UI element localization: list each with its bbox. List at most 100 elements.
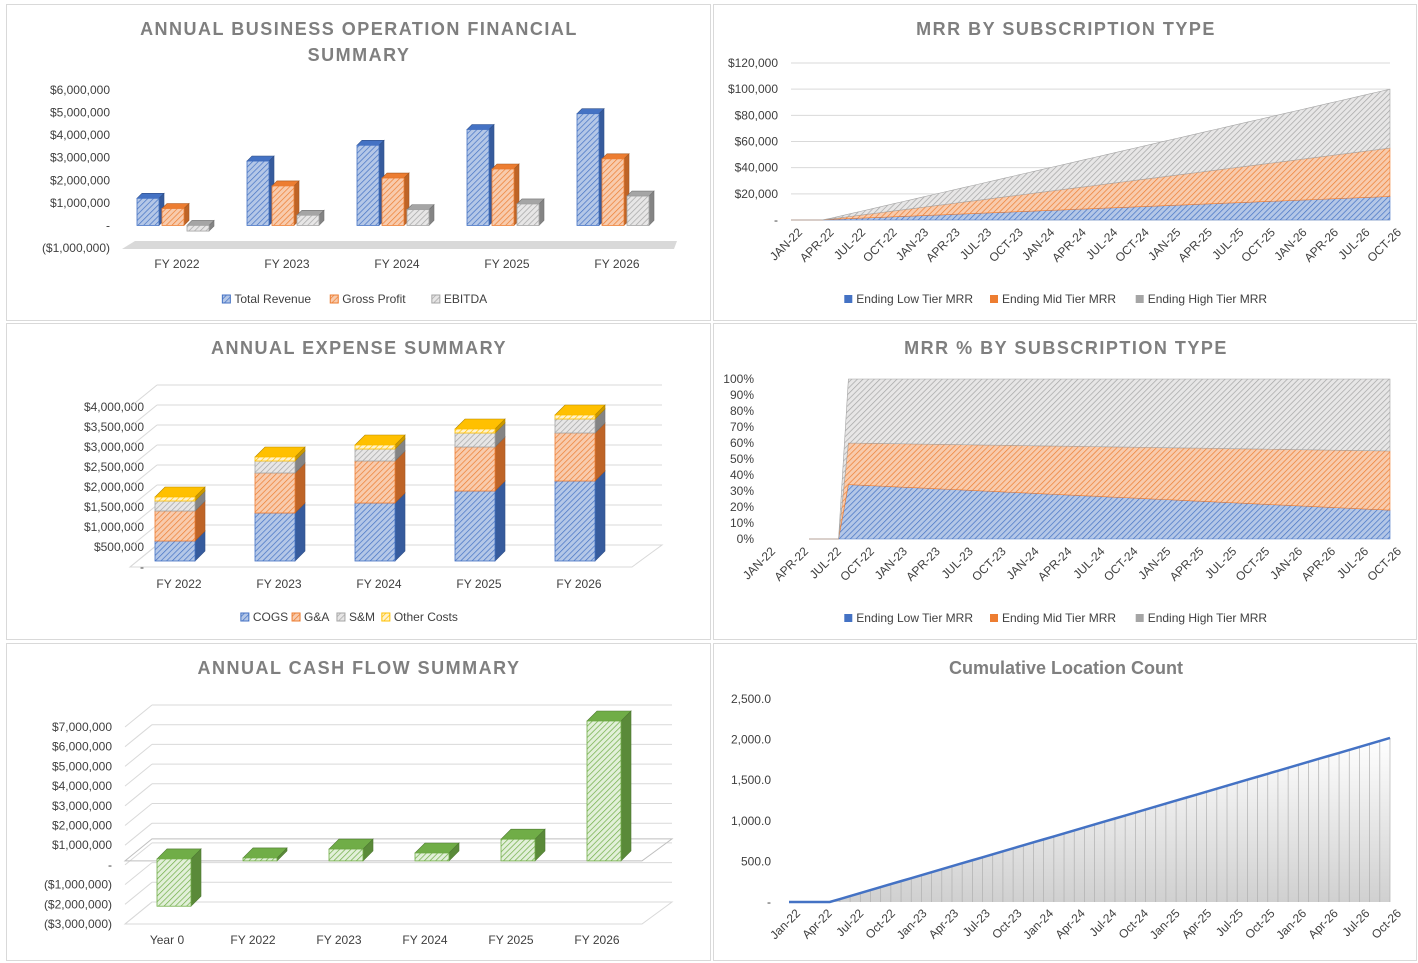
legend-label: Ending High Tier MRR	[1148, 292, 1268, 306]
x-tick-label: OCT-24	[1101, 544, 1141, 584]
y-tick-label: $500,000	[94, 540, 144, 554]
y-tick-label: 80%	[730, 404, 754, 418]
chart-title: ANNUAL BUSINESS OPERATION FINANCIAL	[140, 19, 578, 39]
x-tick-label: Jul-25	[1213, 906, 1246, 939]
bar-front	[154, 500, 196, 512]
bar-gross-profit	[491, 163, 520, 227]
y-tick-label: 60%	[730, 436, 754, 450]
x-tick-label: OCT-23	[986, 225, 1026, 265]
x-tick-label: Jan-25	[1147, 906, 1183, 942]
x-tick-label: FY 2025	[456, 577, 501, 591]
bar-front	[454, 490, 496, 562]
financial-summary-chart: ANNUAL BUSINESS OPERATION FINANCIAL SUMMA…	[42, 19, 677, 306]
grid-line-side	[124, 822, 153, 846]
x-tick-label: APR-25	[1175, 225, 1215, 265]
x-tick-label: APR-25	[1167, 544, 1207, 584]
location-count-panel: Cumulative Location Count 2,500.0 2,000.0 1…	[713, 643, 1417, 961]
legend-item: Ending High Tier MRR	[1135, 292, 1268, 306]
y-tick-label: $100,000	[728, 82, 778, 96]
bar-cogs	[554, 470, 606, 562]
legend-label: S&M	[349, 610, 375, 624]
bar-other-costs	[454, 418, 506, 434]
bar-top	[381, 172, 410, 179]
legend-label: Ending Mid Tier MRR	[1002, 611, 1116, 625]
y-tick-label: $5,000,000	[50, 106, 110, 120]
x-tick-label: Jan-23	[894, 906, 930, 942]
cashflow-summary-panel: ANNUAL CASH FLOW SUMMARY $7,000,000 $6,000…	[6, 643, 711, 961]
bar-front	[626, 195, 650, 226]
grid-line-side	[124, 862, 153, 885]
bar-front	[454, 432, 496, 448]
y-tick-label: $6,000,000	[50, 83, 110, 97]
legend-swatch	[221, 294, 231, 304]
bar-front	[154, 496, 196, 502]
x-tick-label: Oct-24	[1116, 906, 1152, 942]
legend-item: G&A	[291, 610, 329, 624]
legend-swatch	[844, 295, 853, 303]
y-tick-label: $1,000,000	[52, 838, 112, 852]
x-tick-label: Apr-26	[1305, 906, 1341, 942]
y-tick-label: -	[767, 895, 771, 909]
bar-front	[254, 472, 296, 514]
x-tick-label: FY 2023	[256, 577, 301, 591]
bar-top	[406, 204, 435, 210]
bar-g-a	[454, 436, 506, 492]
x-tick-label: OCT-26	[1365, 225, 1405, 265]
bar-front	[381, 177, 405, 226]
legend-item: Ending Mid Tier MRR	[990, 292, 1116, 306]
bar-front	[271, 185, 295, 226]
bar-top	[626, 190, 655, 197]
legend-swatch	[291, 612, 301, 622]
chart-title: SUMMARY	[308, 45, 411, 65]
y-tick-label: 50%	[730, 452, 754, 466]
x-tick-label: OCT-22	[837, 544, 877, 584]
x-tick-label: JAN-26	[1267, 544, 1305, 582]
legend-item: Ending Low Tier MRR	[844, 292, 973, 306]
chart-title: ANNUAL CASH FLOW SUMMARY	[198, 658, 521, 678]
grid-line-side	[129, 504, 158, 528]
x-tick-label: FY 2023	[316, 933, 361, 947]
bar-top	[246, 155, 275, 162]
x-tick-label: FY 2022	[154, 257, 199, 271]
bar-top	[271, 180, 300, 187]
x-tick-label: JAN-22	[740, 544, 778, 582]
financial-summary-panel: ANNUAL BUSINESS OPERATION FINANCIAL SUMMA…	[6, 4, 711, 321]
y-tick-label: $60,000	[735, 135, 779, 149]
legend-item: Ending High Tier MRR	[1135, 611, 1267, 625]
x-tick-label: APR-26	[1299, 544, 1339, 584]
bar-front	[500, 838, 536, 862]
bar-front	[576, 113, 600, 226]
legend-swatch	[240, 612, 250, 622]
bar-cash-flow	[500, 828, 546, 862]
x-tick-label: OCT-26	[1365, 544, 1405, 584]
legend-label: Ending Mid Tier MRR	[1002, 292, 1116, 306]
y-tick-label: 2,000.0	[731, 733, 771, 747]
y-tick-label: 10%	[730, 516, 754, 530]
x-tick-label: FY 2024	[356, 577, 401, 591]
y-tick-label: $1,000,000	[84, 520, 144, 534]
bar-side	[620, 710, 632, 862]
bar-side	[394, 492, 406, 562]
grid-line-side	[124, 724, 153, 748]
bar-cogs	[454, 480, 506, 562]
y-tick-label: 30%	[730, 484, 754, 498]
bar-front	[254, 460, 296, 474]
area-fill	[789, 737, 1390, 902]
x-tick-label: Apr-23	[926, 906, 962, 942]
bar-cash-flow	[328, 838, 374, 862]
bar-gross-profit	[381, 172, 410, 227]
x-tick-label: APR-23	[903, 544, 943, 584]
bar-top	[161, 203, 190, 209]
legend-label: G&A	[304, 610, 329, 624]
chart-floor	[128, 544, 664, 568]
y-tick-label: ($1,000,000)	[44, 878, 112, 892]
bar-side	[648, 190, 655, 227]
y-tick-label: 500.0	[741, 854, 771, 868]
y-tick-label: -	[108, 858, 112, 872]
bar-front	[454, 446, 496, 492]
y-tick-label: 90%	[730, 388, 754, 402]
x-tick-label: Year 0	[150, 933, 185, 947]
cashflow-summary-chart: ANNUAL CASH FLOW SUMMARY $7,000,000 $6,000…	[44, 658, 674, 947]
bar-front	[156, 858, 192, 907]
y-tick-label: ($1,000,000)	[42, 241, 110, 255]
